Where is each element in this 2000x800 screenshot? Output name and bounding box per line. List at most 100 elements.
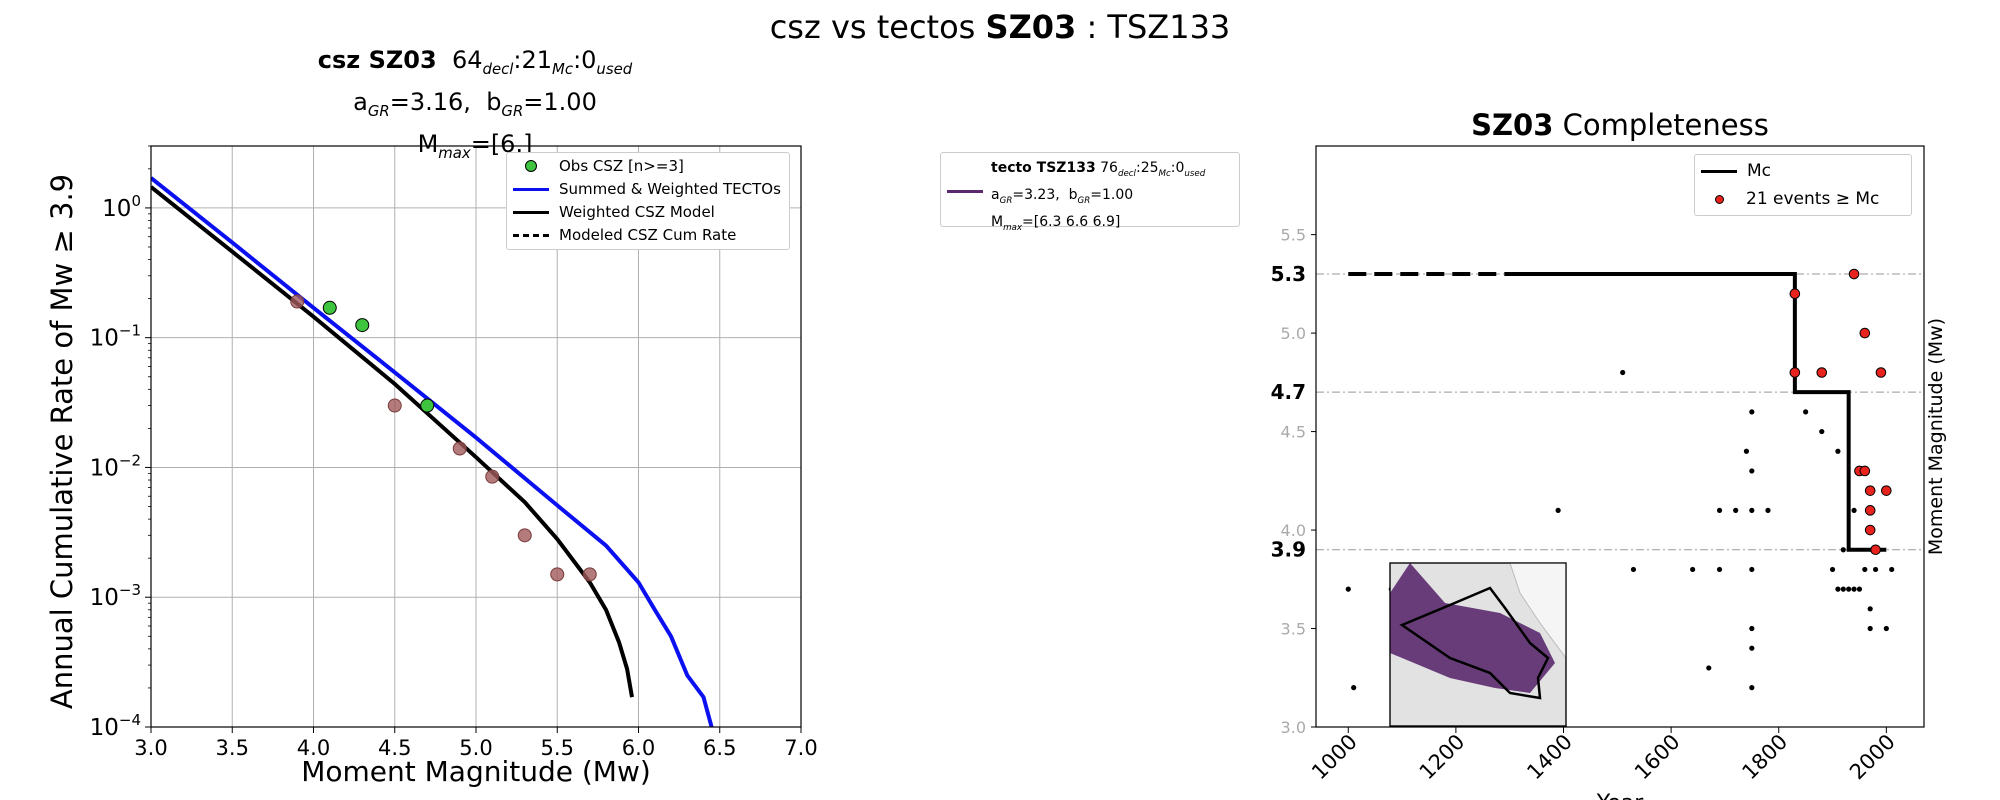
tecto-legend-a-label: a	[991, 186, 1000, 203]
tecto-legend-mmax-sub: max	[1003, 222, 1022, 233]
modeled-rate-point	[582, 567, 597, 582]
x-tick-label: 6.0	[622, 736, 655, 760]
event-point	[1829, 566, 1836, 573]
year-tick-label: 2000	[1845, 730, 1900, 785]
tecto-legend: tecto TSZ133 76decl:25Mc:0used aGR=3.23,…	[940, 152, 1240, 232]
mag-tick-label: 3.0	[1281, 718, 1306, 737]
right-title-rest: Completeness	[1553, 108, 1769, 142]
event-point	[1819, 428, 1825, 435]
tecto-legend-a-value: =3.23,	[1012, 186, 1060, 203]
mag-tick-label: 4.0	[1281, 521, 1306, 540]
left-header-mc: Mc	[552, 59, 574, 78]
event-point	[1351, 685, 1357, 691]
mag-tick-label: 5.0	[1281, 324, 1306, 343]
event-point	[1743, 448, 1750, 454]
event-point	[1835, 586, 1841, 592]
event-point	[1867, 625, 1873, 632]
observed-rate-point	[322, 300, 337, 315]
right-title-bold: SZ03	[1471, 108, 1554, 142]
event-above-mc-point	[1789, 367, 1801, 378]
right-plot-frame	[1315, 145, 1925, 728]
event-above-mc-point	[1864, 505, 1876, 516]
x-axis-label: Moment Magnitude (Mw)	[301, 755, 651, 788]
event-point	[1862, 566, 1868, 573]
event-point	[1749, 507, 1755, 513]
figure-title-suffix: : TSZ133	[1076, 8, 1231, 46]
tecto-legend-line2: aGR=3.23, bGR=1.00	[991, 185, 1205, 212]
event-point	[1749, 468, 1755, 474]
inset-map-border	[1389, 562, 1567, 727]
event-above-mc-point	[1864, 524, 1876, 536]
tecto-legend-used: used	[1184, 168, 1206, 179]
event-above-mc-point	[1859, 327, 1871, 339]
left-header-mc-count: :21	[513, 46, 553, 74]
tecto-legend-mc: Mc	[1158, 168, 1171, 179]
tecto-legend-mmax-label: M	[991, 213, 1004, 230]
right-completeness-chart: 1000 1200 1400 1600 1800 2000 3.0 3.5 4.0 4.5 5.0 5…	[1271, 145, 1947, 800]
right-legend-mc: Mc	[1701, 161, 1771, 181]
mag-tick-label: 4.5	[1281, 423, 1306, 442]
left-header-b-value: =1.00	[523, 87, 597, 116]
event-point	[1749, 645, 1755, 651]
mc-tick-label: 4.7	[1271, 380, 1306, 404]
event-point	[1867, 606, 1873, 612]
year-tick-label: 1200	[1415, 730, 1470, 785]
left-chart-header: csz SZ03 64decl:21Mc:0used aGR=3.16, bGR…	[150, 44, 800, 169]
x-tick-label: 6.5	[703, 736, 736, 760]
left-legend: Obs CSZ [n>=3] Summed & Weighted TECTOs …	[506, 152, 790, 250]
left-header-a-value: =3.16,	[389, 87, 471, 116]
event-point	[1733, 507, 1739, 513]
legend-summed-label: Summed & Weighted TECTOs	[559, 180, 781, 198]
event-above-mc-point	[1870, 544, 1881, 556]
left-header-name: csz SZ03	[317, 46, 437, 74]
event-point	[1883, 625, 1889, 632]
event-point	[1620, 369, 1626, 376]
event-point	[1846, 586, 1852, 592]
x-tick-label: 3.0	[134, 736, 167, 760]
event-above-mc-point	[1859, 465, 1871, 477]
tecto-legend-line3: Mmax=[6.3 6.6 6.9]	[991, 212, 1205, 239]
left-header-used-count: :0	[573, 46, 597, 74]
legend-weighted: Weighted CSZ Model	[513, 203, 715, 221]
right-legend: Mc 21 events ≥ Mc	[1694, 154, 1912, 216]
tecto-legend-mmax-value: =[6.3 6.6 6.9]	[1022, 213, 1121, 230]
legend-obs: Obs CSZ [n>=3]	[513, 157, 684, 175]
figure-title-prefix: csz vs tectos	[769, 8, 986, 46]
event-above-mc-point	[1848, 268, 1860, 280]
modeled-rate-point	[550, 567, 565, 582]
right-legend-mc-line	[1701, 169, 1737, 173]
tecto-legend-name: tecto TSZ133	[991, 160, 1096, 176]
legend-summed-line	[513, 187, 549, 191]
modeled-rate-point	[290, 294, 305, 309]
legend-modeled-line	[513, 233, 549, 237]
event-point	[1851, 507, 1857, 513]
left-header-line1: csz SZ03 64decl:21Mc:0used	[150, 44, 800, 86]
left-header-line3: Mmax=[6.]	[150, 128, 800, 170]
left-header-a-sub: GR	[367, 101, 390, 120]
left-header-counts: 64	[451, 46, 483, 74]
tecto-legend-b-label: b	[1068, 186, 1078, 203]
right-legend-events-marker	[1715, 194, 1724, 204]
year-tick-label: 1800	[1737, 730, 1792, 785]
left-header-used: used	[596, 59, 633, 78]
legend-weighted-line	[513, 210, 549, 214]
event-point	[1749, 566, 1755, 573]
observed-rate-point	[420, 398, 435, 413]
right-x-axis-label: Year	[1596, 791, 1645, 800]
figure-title: csz vs tectos SZ03 : TSZ133	[0, 8, 2000, 46]
mag-tick-label: 5.5	[1281, 226, 1306, 245]
modeled-rate-point	[452, 441, 467, 456]
event-point	[1749, 409, 1755, 415]
event-above-mc-point	[1864, 485, 1876, 496]
event-point	[1716, 507, 1723, 513]
left-header-a-label: a	[353, 87, 368, 116]
event-point	[1690, 566, 1696, 573]
x-tick-label: 4.5	[378, 736, 411, 760]
left-header-decl: decl	[482, 59, 514, 78]
tecto-zone-polygon	[1390, 563, 1555, 693]
event-point	[1851, 586, 1857, 592]
mc-step-line	[1504, 272, 1887, 552]
legend-modeled: Modeled CSZ Cum Rate	[513, 226, 736, 244]
modeled-rate-point	[517, 528, 532, 543]
